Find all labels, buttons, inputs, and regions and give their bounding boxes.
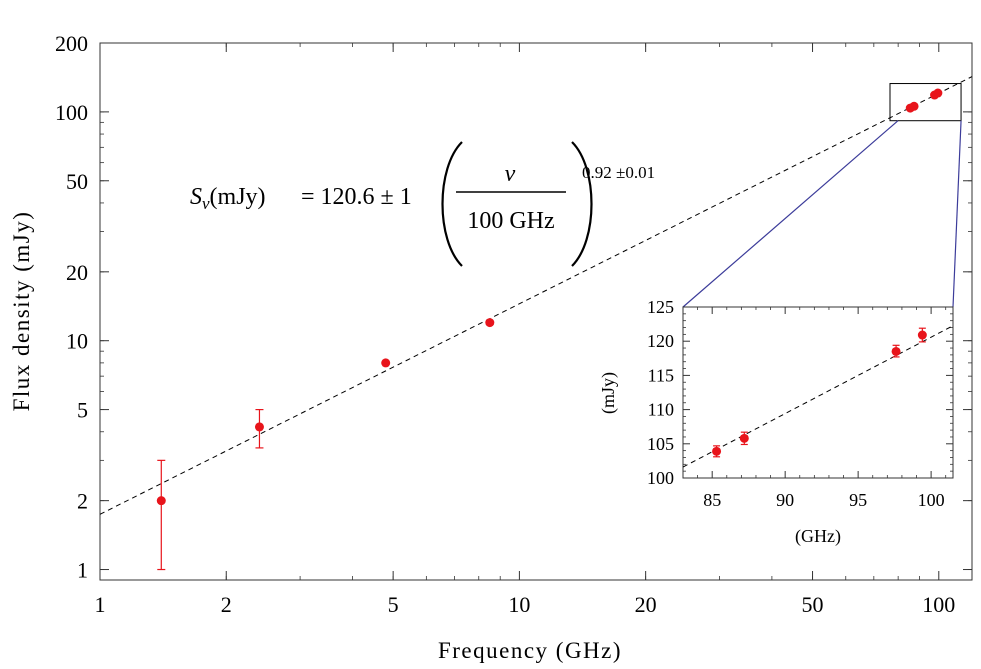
fit-line <box>99 76 973 515</box>
right-paren <box>571 141 593 267</box>
plot-frame <box>99 42 973 581</box>
inset-y-tick-label: 125 <box>647 297 674 317</box>
data-point <box>933 88 943 98</box>
x-tick-label: 20 <box>635 592 657 617</box>
y-tick-label: 50 <box>66 169 88 194</box>
x-tick-label: 5 <box>388 592 399 617</box>
x-tick-label: 1 <box>95 592 106 617</box>
equation-denominator: 100 GHz <box>467 208 554 234</box>
inset-frame <box>682 306 954 479</box>
equation-rhs: = 120.6 ± 1 <box>301 184 412 210</box>
inset-x-axis-title: (GHz) <box>795 526 841 547</box>
data-point <box>485 318 495 328</box>
y-tick-label: 200 <box>55 31 88 56</box>
inset-plot: 85 90 95 100 100 105 110 115 120 125 (GHz) (mJy) <box>598 120 962 547</box>
zoom-box <box>889 83 962 122</box>
inset-fit-line <box>683 325 953 468</box>
x-tick-label: 10 <box>508 592 530 617</box>
data-point <box>909 101 919 111</box>
zoom-connector-line <box>682 120 899 308</box>
y-tick-label: 5 <box>77 398 88 423</box>
inset-y-tick-label: 100 <box>647 468 674 488</box>
y-tick-label: 2 <box>77 489 88 514</box>
inset-y-tick-label: 115 <box>648 365 674 385</box>
equation-numerator: ν <box>505 161 516 187</box>
y-tick-label: 100 <box>55 100 88 125</box>
inset-data-point <box>712 446 722 456</box>
data-point <box>156 496 166 506</box>
inset-data-point <box>917 330 927 340</box>
inset-y-axis-title: (mJy) <box>598 372 619 414</box>
data-point <box>381 358 391 368</box>
inset-data-point <box>891 346 901 356</box>
zoom-connector-line <box>952 120 962 308</box>
equation-exponent: 0.92 ±0.01 <box>582 163 655 182</box>
x-tick-label: 2 <box>221 592 232 617</box>
inset-data-point <box>739 433 749 443</box>
inset-x-tick-label: 100 <box>918 490 945 510</box>
inset-y-tick-label: 110 <box>648 400 674 420</box>
y-tick-label: 20 <box>66 260 88 285</box>
y-tick-label: 10 <box>66 329 88 354</box>
y-tick-label: 1 <box>77 558 88 583</box>
inset-y-tick-label: 120 <box>647 331 674 351</box>
inset-x-tick-label: 85 <box>703 490 721 510</box>
fit-equation: Sν(mJy) = 120.6 ± 1 ν 100 GHz 0.92 ±0.01 <box>190 141 655 267</box>
left-paren <box>441 141 463 267</box>
y-axis-title: Flux density (mJy) <box>9 211 34 412</box>
x-tick-label: 100 <box>922 592 955 617</box>
equation-lhs: Sν(mJy) <box>190 184 266 213</box>
inset-y-tick-label: 105 <box>647 434 674 454</box>
x-axis-title: Frequency (GHz) <box>438 638 622 663</box>
data-point <box>254 422 264 432</box>
inset-x-tick-label: 95 <box>849 490 867 510</box>
inset-x-tick-label: 90 <box>776 490 794 510</box>
x-tick-label: 50 <box>802 592 824 617</box>
